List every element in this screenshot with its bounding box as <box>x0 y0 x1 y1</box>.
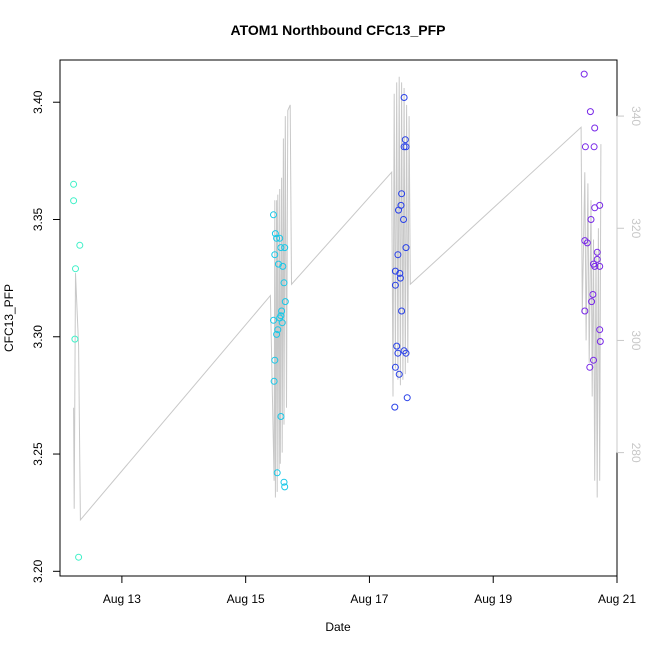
line-series-layer <box>73 76 602 522</box>
data-point <box>586 363 594 371</box>
data-point <box>281 483 289 491</box>
y-tick-label: 3.40 <box>31 90 45 114</box>
x-tick-label: Aug 19 <box>474 592 512 606</box>
x-tick-label: Aug 21 <box>598 592 636 606</box>
data-point <box>401 136 409 144</box>
data-point <box>276 234 284 242</box>
data-point <box>271 356 279 364</box>
y-tick-label: 3.30 <box>31 325 45 349</box>
points-layer <box>70 70 604 561</box>
data-point <box>593 248 601 256</box>
data-point <box>580 70 588 78</box>
data-point <box>590 356 597 364</box>
data-point <box>279 262 287 270</box>
data-point <box>589 291 597 298</box>
data-point <box>277 413 285 420</box>
data-point <box>581 307 589 315</box>
data-point <box>596 326 604 334</box>
data-point <box>395 206 402 214</box>
data-point <box>394 349 402 357</box>
data-point <box>278 319 286 327</box>
data-point <box>278 307 286 315</box>
line-series <box>73 76 602 522</box>
data-point <box>75 553 83 561</box>
data-point <box>70 197 78 205</box>
data-point <box>393 342 401 350</box>
data-point <box>591 262 599 270</box>
data-point <box>277 244 285 252</box>
data-point <box>400 94 408 101</box>
data-point <box>391 281 399 289</box>
data-point <box>391 363 399 371</box>
data-point <box>400 143 408 151</box>
data-point <box>280 279 288 287</box>
data-point <box>274 326 282 334</box>
data-point <box>400 216 407 223</box>
y2-tick-label: 280 <box>629 443 643 463</box>
data-point <box>273 234 281 242</box>
y2-tick-label: 320 <box>629 218 643 238</box>
x-tick-label: Aug 15 <box>227 592 265 606</box>
data-point <box>403 394 411 402</box>
data-point <box>588 298 596 306</box>
data-point <box>271 251 279 259</box>
y2-tick-label: 300 <box>629 330 643 350</box>
data-point <box>586 108 594 116</box>
y-axis-label: CFC13_PFP <box>2 284 16 352</box>
data-point <box>398 307 406 315</box>
data-point <box>394 251 402 259</box>
data-point <box>591 124 599 132</box>
data-point <box>391 403 399 411</box>
data-point <box>402 143 410 151</box>
data-point <box>402 244 410 252</box>
data-point <box>593 255 601 263</box>
data-point <box>395 370 403 378</box>
data-point <box>270 377 278 385</box>
data-point <box>72 265 79 273</box>
chart-title: ATOM1 Northbound CFC13_PFP <box>231 22 446 38</box>
y-tick-label: 3.35 <box>31 207 45 231</box>
data-point <box>596 262 604 270</box>
axes-layer: Aug 13 Aug 15 Aug 17 Aug 19 Aug 21 3.20 3.25 3.… <box>31 90 643 606</box>
data-point <box>587 216 595 223</box>
data-point <box>596 338 604 345</box>
plot-area-border <box>59 59 618 577</box>
data-point <box>590 143 598 151</box>
data-point <box>402 349 410 357</box>
x-tick-label: Aug 17 <box>350 592 388 606</box>
x-tick-label: Aug 13 <box>103 592 141 606</box>
data-point <box>581 143 589 151</box>
data-point <box>591 204 599 212</box>
y2-tick-label: 340 <box>629 106 643 126</box>
y-tick-label: 3.25 <box>31 442 45 466</box>
data-point <box>70 180 78 188</box>
y-tick-label: 3.20 <box>31 559 45 583</box>
data-point <box>281 244 289 252</box>
data-point <box>270 316 277 324</box>
data-point <box>281 298 289 306</box>
data-point <box>280 478 288 486</box>
data-point <box>271 230 279 238</box>
data-point <box>273 469 281 477</box>
data-point <box>583 239 591 247</box>
data-point <box>396 274 404 282</box>
data-point <box>71 335 79 343</box>
data-point <box>270 211 277 219</box>
data-point <box>396 269 404 277</box>
data-point <box>273 330 281 338</box>
x-axis-label: Date <box>325 620 351 634</box>
data-point <box>398 190 406 198</box>
data-point <box>76 241 84 249</box>
